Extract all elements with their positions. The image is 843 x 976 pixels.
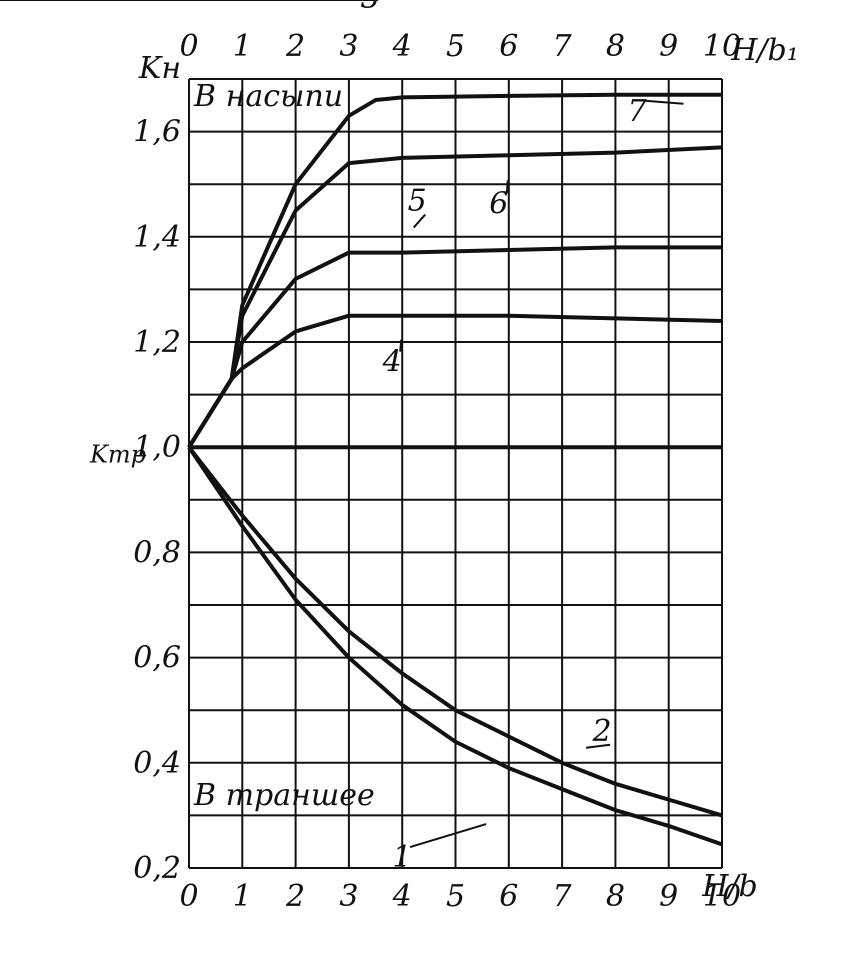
curve-label: 7 [627,94,647,129]
leader-line [644,99,684,105]
y-axis-label: Kн [138,51,181,86]
x2-tick-label: 3 [339,29,358,64]
curve-label: 5 [408,184,427,219]
leader-line [409,823,487,849]
y-tick-label: 0,2 [133,851,181,886]
x2-tick-label: 9 [659,29,678,64]
curve-label: 6 [489,186,508,221]
line-series [187,445,723,818]
leader-line [412,213,426,229]
x-tick-label: 10 [703,879,741,914]
x-tick-label: 1 [233,879,252,914]
x-tick-label: 2 [285,879,305,914]
x-tick-label: 5 [446,879,465,914]
x-tick-label: 9 [659,879,678,914]
x-tick-label: 4 [392,879,412,914]
x-tick-label: 3 [339,879,358,914]
y-tick-label: 0,4 [133,746,181,781]
x-tick-label: 6 [499,879,518,914]
y-tick-label: 0,8 [133,535,181,570]
y-tick-label: 1,4 [133,220,181,255]
x2-axis-label: H/b₁ [730,33,799,68]
x2-tick-label: 0 [179,29,198,64]
y-axis-label-mid: Kтр [89,441,146,469]
curve-label: 3 [361,0,380,16]
annotation: В траншее [193,778,375,813]
x2-tick-label: 10 [703,29,741,64]
y-tick-label: 1,6 [133,115,181,150]
x2-tick-label: 1 [233,29,252,64]
x-tick-label: 7 [553,879,573,914]
leader-line [505,180,509,194]
x2-tick-label: 2 [285,29,305,64]
x2-tick-label: 6 [499,29,518,64]
line-series [187,313,723,449]
x-tick-label: 0 [179,879,198,914]
x2-tick-label: 7 [553,29,573,64]
annotation: В насыпи [193,79,343,114]
leader-line [585,743,611,749]
y-tick-label: 1,2 [133,325,181,360]
curve-label: 4 [382,345,402,380]
x-tick-label: 8 [606,879,625,914]
x-axis-label: H/b [701,869,757,904]
leader-line [399,339,403,352]
curve-label: 2 [592,714,612,749]
curve-label: 1 [393,840,412,875]
line-series [187,92,722,449]
x2-tick-label: 4 [392,29,412,64]
line-series [187,446,723,847]
x2-tick-label: 8 [606,29,625,64]
x2-tick-label: 5 [446,29,465,64]
y-tick-label: 0,6 [133,641,181,676]
y-tick-label: 1,0 [133,430,181,465]
